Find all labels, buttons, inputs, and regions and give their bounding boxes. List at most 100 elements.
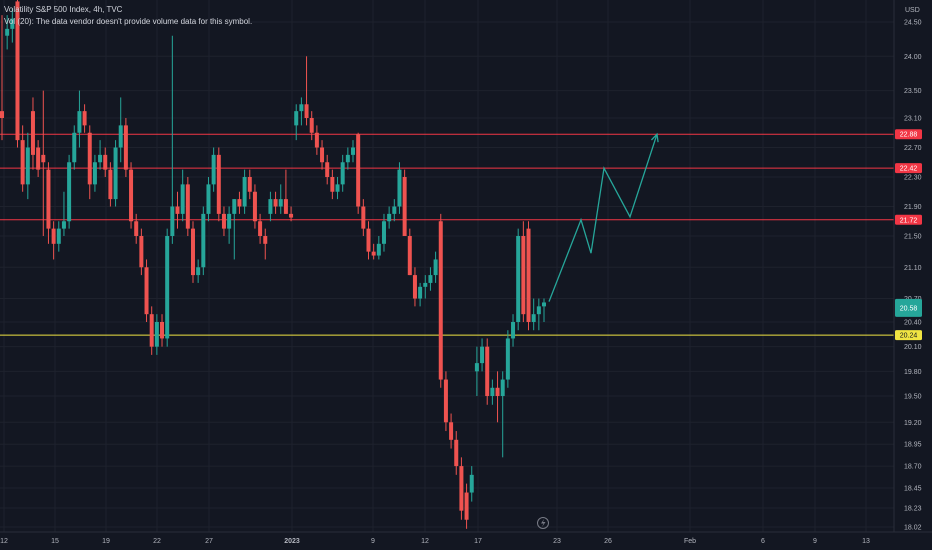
candle [61, 191, 66, 236]
time-tick-label: 15 [51, 538, 59, 545]
candle [98, 140, 103, 170]
candle [500, 371, 505, 458]
candle [30, 97, 35, 170]
candle [381, 213, 386, 252]
time-tick-label: 19 [102, 538, 110, 545]
candle [278, 184, 283, 214]
time-tick-label: 17 [474, 538, 482, 545]
candle [474, 346, 479, 396]
projection-path[interactable] [548, 132, 659, 302]
time-tick-label: 9 [371, 538, 375, 545]
candle [433, 251, 438, 283]
candle [511, 314, 516, 347]
candle [211, 147, 216, 192]
candle [108, 162, 113, 207]
price-badges: 22.88 22.42 21.72 20.24 20.58 [895, 129, 922, 341]
horizontal-levels[interactable] [0, 133, 894, 336]
time-tick-label: Feb [684, 538, 696, 545]
candle [92, 154, 97, 192]
price-tick-label: 18.02 [904, 525, 922, 532]
candles [0, 0, 546, 529]
replay-icon[interactable] [537, 517, 549, 529]
candle [268, 191, 273, 222]
candle [170, 35, 175, 244]
candle [67, 154, 72, 229]
candle [0, 15, 4, 141]
candle [247, 169, 252, 200]
candle [160, 314, 165, 347]
candle [46, 162, 51, 244]
candle [371, 243, 376, 260]
last-price-badge: 20.58 [895, 298, 922, 317]
candle [459, 457, 464, 520]
candle [190, 221, 195, 283]
candle [531, 298, 536, 331]
candle [56, 221, 61, 252]
svg-text:22.42: 22.42 [900, 166, 918, 173]
candle [20, 125, 25, 192]
candle [418, 282, 423, 307]
time-tick-label: 13 [862, 538, 870, 545]
price-tick-label: 21.90 [904, 204, 922, 211]
candle [428, 267, 433, 291]
candle [325, 154, 330, 185]
candle [263, 228, 268, 260]
candle [149, 306, 154, 355]
support-price-badge: 20.24 [895, 330, 922, 341]
time-tick-label: 27 [205, 538, 213, 545]
candle [299, 97, 304, 126]
candle [449, 413, 454, 449]
candle [402, 169, 407, 236]
candle [41, 90, 46, 236]
candle [201, 206, 206, 276]
candle [36, 140, 41, 177]
candle [237, 191, 242, 214]
candle [516, 228, 521, 331]
candle [252, 184, 257, 229]
candle [51, 221, 56, 260]
candle [320, 140, 325, 170]
price-tick-label: 20.10 [904, 344, 922, 351]
candle [221, 206, 226, 236]
candle [361, 199, 366, 236]
candle [356, 132, 361, 214]
candle [294, 104, 299, 141]
time-tick-label: 12 [0, 538, 8, 545]
price-tick-label: 21.50 [904, 234, 922, 241]
candle [180, 169, 185, 222]
candle [464, 483, 469, 529]
candle [340, 154, 345, 192]
candle [82, 104, 87, 133]
candle [392, 199, 397, 222]
price-tick-label: 19.50 [904, 394, 922, 401]
time-tick-label: 6 [761, 538, 765, 545]
candle [423, 275, 428, 299]
candle [129, 162, 134, 229]
candle [335, 177, 340, 200]
candle [438, 213, 443, 388]
price-tick-label: 18.45 [904, 486, 922, 493]
price-tick-label: 22.30 [904, 175, 922, 182]
candle [485, 338, 490, 405]
candle [443, 371, 448, 432]
price-tick-label: 18.95 [904, 442, 922, 449]
candle [304, 56, 309, 126]
svg-text:20.58: 20.58 [900, 305, 918, 312]
candle [77, 90, 82, 148]
candle [232, 199, 237, 260]
candle [87, 125, 92, 200]
symbol-title[interactable]: Volatility S&P 500 Index, 4h, TVC [4, 5, 123, 14]
candle [397, 162, 402, 214]
candle [5, 15, 10, 50]
time-axis[interactable]: 12 15 19 22 27 2023 9 12 17 23 26 Feb 6 9 13 [0, 538, 870, 545]
candle [412, 267, 417, 307]
resistance-price-badge: 22.88 [895, 129, 922, 140]
price-tick-label: 21.10 [904, 265, 922, 272]
projection-arrowhead [650, 132, 659, 143]
projection-line[interactable] [548, 134, 658, 302]
candle [376, 236, 381, 260]
price-tick-label: 24.00 [904, 54, 922, 61]
candle [314, 125, 319, 155]
candle [175, 191, 180, 229]
